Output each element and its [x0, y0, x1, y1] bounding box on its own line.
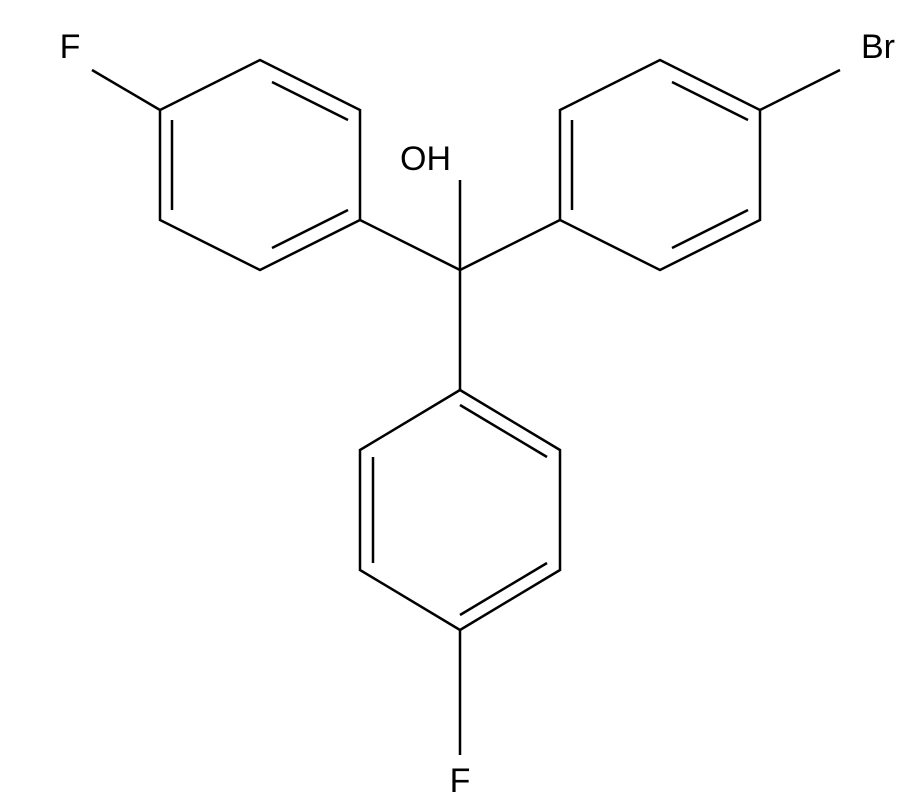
ring-top-left — [160, 60, 360, 270]
ring-tr-db3 — [672, 210, 748, 248]
label-br: Br — [861, 28, 895, 66]
ring-top-right — [560, 60, 760, 270]
ring-b-db1 — [460, 405, 547, 457]
ring-tl-db3 — [272, 82, 348, 120]
label-f-b: F — [450, 762, 471, 800]
molecule-svg: OH F Br F — [0, 0, 924, 802]
bond-ringTR-Br — [760, 70, 840, 110]
ring-tr-db2 — [672, 82, 748, 120]
label-oh: OH — [400, 140, 451, 178]
label-f-tl: F — [60, 28, 81, 66]
bond-center-ringTL — [360, 220, 460, 270]
bond-ringTL-F — [92, 70, 160, 110]
ring-tl-db1 — [272, 210, 348, 248]
ring-bottom — [360, 390, 560, 630]
ring-b-db2 — [460, 563, 547, 615]
bond-center-ringTR — [460, 220, 560, 270]
